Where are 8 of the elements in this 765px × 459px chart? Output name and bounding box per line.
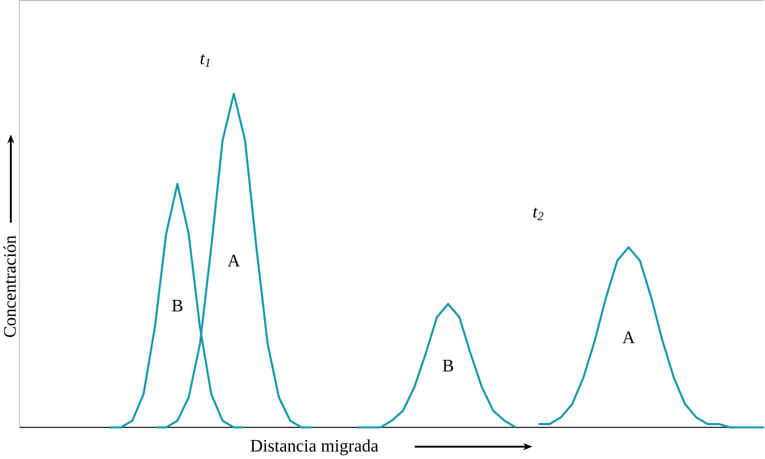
annotation: t$_{2}$ xyxy=(533,208,544,220)
series-label: B xyxy=(442,360,454,372)
x-axis-title: Distancia migrada xyxy=(250,439,378,456)
series-label: B xyxy=(172,300,182,312)
text: t$_{1}$ xyxy=(200,54,210,67)
series-label: A xyxy=(622,332,635,344)
series-label: A xyxy=(228,254,240,267)
y-axis-title: Concentración xyxy=(3,236,16,338)
